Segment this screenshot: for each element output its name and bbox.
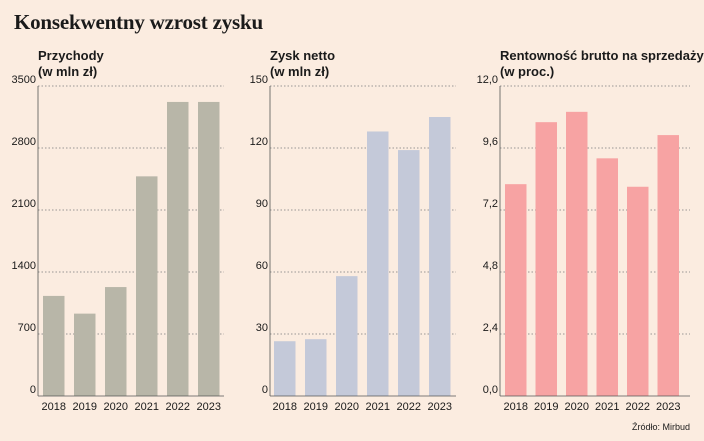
margin-bar bbox=[535, 122, 557, 397]
net-profit-ytick-label: 120 bbox=[250, 136, 268, 148]
net-profit-bar bbox=[305, 339, 327, 396]
net-profit-xtick-label: 2023 bbox=[428, 401, 452, 413]
net-profit-xtick-label: 2020 bbox=[335, 401, 359, 413]
margin-bar bbox=[657, 135, 679, 397]
margin-xtick-label: 2023 bbox=[656, 401, 680, 413]
margin-ytick-label: 7,2 bbox=[483, 198, 498, 210]
margin-bar bbox=[566, 111, 588, 396]
revenue-bar bbox=[198, 101, 220, 396]
net-profit-ytick-label: 60 bbox=[256, 260, 268, 272]
revenue-ytick-label: 700 bbox=[18, 322, 36, 334]
page-title: Konsekwentny wzrost zysku bbox=[14, 10, 263, 34]
margin-ytick-label: 2,4 bbox=[483, 322, 498, 334]
revenue-bar bbox=[43, 295, 65, 396]
chart-net-profit-title-line1: Zysk netto bbox=[270, 48, 336, 63]
revenue-xtick-label: 2019 bbox=[73, 401, 97, 413]
chart-revenue-title: Przychody (w mln zł) bbox=[38, 48, 104, 80]
margin-xtick-label: 2019 bbox=[534, 401, 558, 413]
net-profit-ytick-label: 90 bbox=[256, 198, 268, 210]
chart-revenue-title-line1: Przychody bbox=[38, 48, 104, 63]
chart-revenue-title-line2: (w mln zł) bbox=[38, 64, 98, 79]
revenue-ytick-label: 3500 bbox=[12, 74, 36, 86]
revenue-bar bbox=[167, 101, 189, 396]
net-profit-xtick-label: 2018 bbox=[273, 401, 297, 413]
margin-ytick-label: 12,0 bbox=[477, 74, 498, 86]
revenue-xtick-label: 2022 bbox=[166, 401, 190, 413]
margin-ytick-label: 4,8 bbox=[483, 260, 498, 272]
net-profit-ytick-label: 150 bbox=[250, 74, 268, 86]
net-profit-ytick-label: 30 bbox=[256, 322, 268, 334]
revenue-xtick-label: 2023 bbox=[197, 401, 221, 413]
net-profit-bar bbox=[274, 341, 296, 396]
margin-bar bbox=[596, 158, 618, 396]
revenue-xtick-label: 2018 bbox=[42, 401, 66, 413]
net-profit-ytick-label: 0 bbox=[262, 384, 268, 396]
revenue-bar bbox=[136, 176, 158, 396]
margin-xtick-label: 2022 bbox=[626, 401, 650, 413]
revenue-ytick-label: 2100 bbox=[12, 198, 36, 210]
chart-net-profit-title-line2: (w mln zł) bbox=[270, 64, 330, 79]
revenue-ytick-label: 1400 bbox=[12, 260, 36, 272]
margin-ytick-label: 0,0 bbox=[483, 384, 498, 396]
margin-xtick-label: 2021 bbox=[595, 401, 619, 413]
net-profit-xtick-label: 2022 bbox=[397, 401, 421, 413]
net-profit-bar bbox=[398, 150, 420, 396]
net-profit-bar bbox=[367, 131, 389, 396]
margin-xtick-label: 2020 bbox=[565, 401, 589, 413]
margin-bar bbox=[627, 186, 649, 396]
revenue-xtick-label: 2021 bbox=[135, 401, 159, 413]
chart-margin-title-line2: (w proc.) bbox=[500, 64, 555, 79]
revenue-ytick-label: 2800 bbox=[12, 136, 36, 148]
chart-margin-title-line1: Rentowność brutto na sprzedaży bbox=[500, 48, 704, 63]
net-profit-bar bbox=[336, 276, 358, 396]
chart-margin-title: Rentowność brutto na sprzedaży (w proc.) bbox=[500, 48, 704, 80]
net-profit-xtick-label: 2019 bbox=[304, 401, 328, 413]
chart-net-profit-title: Zysk netto (w mln zł) bbox=[270, 48, 335, 80]
margin-xtick-label: 2018 bbox=[504, 401, 528, 413]
revenue-bar bbox=[74, 313, 96, 396]
margin-ytick-label: 9,6 bbox=[483, 136, 498, 148]
net-profit-bar bbox=[429, 117, 451, 396]
revenue-xtick-label: 2020 bbox=[104, 401, 128, 413]
revenue-ytick-label: 0 bbox=[30, 384, 36, 396]
margin-bar bbox=[505, 184, 527, 396]
net-profit-xtick-label: 2021 bbox=[366, 401, 390, 413]
source-note: Źródło: Mirbud bbox=[631, 422, 690, 432]
revenue-bar bbox=[105, 287, 127, 396]
